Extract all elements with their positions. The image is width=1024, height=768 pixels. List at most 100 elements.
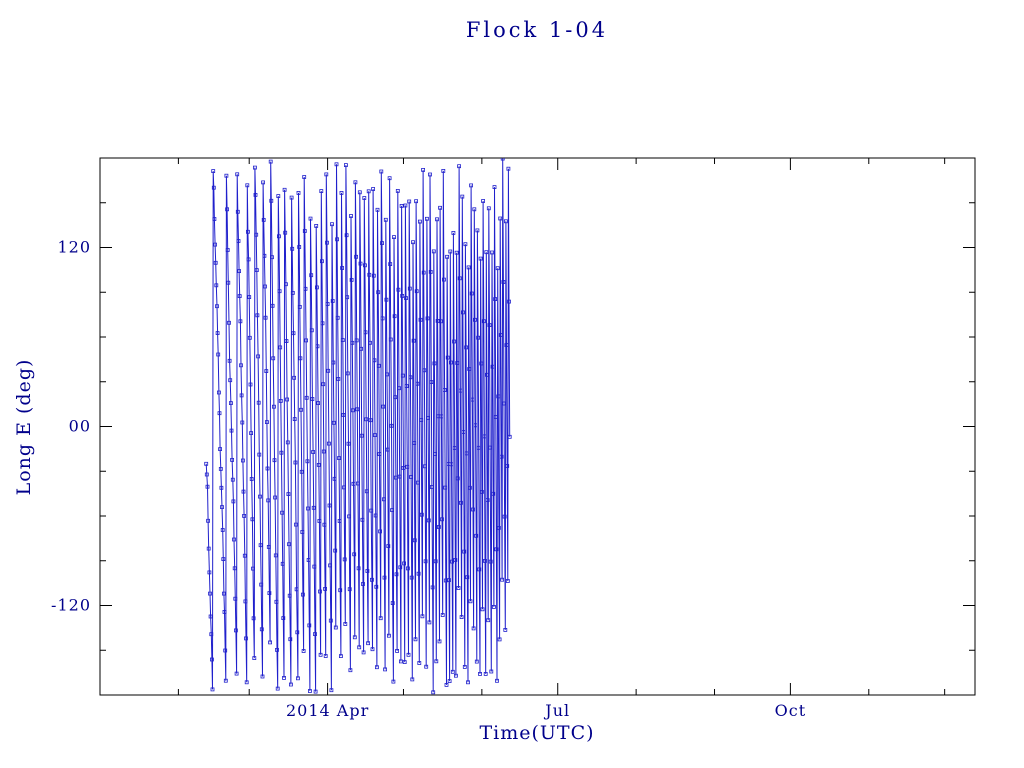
data-point-marker bbox=[354, 254, 359, 259]
data-point-marker bbox=[287, 542, 291, 547]
data-point-marker bbox=[465, 575, 470, 580]
data-point-marker bbox=[300, 530, 305, 534]
data-point-marker bbox=[333, 548, 338, 553]
data-point-marker bbox=[267, 591, 272, 595]
data-point-marker bbox=[388, 262, 393, 267]
data-point-marker bbox=[318, 652, 323, 657]
data-point-marker bbox=[232, 566, 237, 571]
data-point-marker bbox=[280, 510, 285, 515]
data-point-marker bbox=[272, 458, 277, 463]
data-point-marker bbox=[347, 514, 352, 519]
data-point-marker bbox=[368, 340, 372, 345]
data-point-marker bbox=[291, 331, 296, 336]
data-point-marker bbox=[371, 187, 376, 191]
data-point-marker bbox=[474, 659, 479, 664]
data-point-marker bbox=[233, 596, 238, 601]
data-point-marker bbox=[273, 495, 278, 500]
data-point-marker bbox=[302, 175, 307, 179]
data-point-marker bbox=[442, 388, 447, 392]
data-point-marker bbox=[383, 667, 388, 672]
data-point-marker bbox=[349, 214, 353, 218]
data-point-marker bbox=[460, 310, 465, 315]
data-point-marker bbox=[223, 678, 228, 683]
data-point-marker bbox=[345, 371, 350, 376]
data-point-marker bbox=[424, 216, 429, 221]
data-point-marker bbox=[491, 605, 496, 609]
data-point-marker bbox=[419, 418, 424, 423]
data-point-marker bbox=[361, 582, 365, 586]
data-point-marker bbox=[428, 269, 433, 274]
data-point-marker bbox=[462, 549, 467, 554]
data-point-marker bbox=[296, 190, 301, 195]
data-point-marker bbox=[356, 566, 361, 571]
data-point-marker bbox=[221, 591, 226, 596]
data-point-marker bbox=[438, 205, 443, 210]
data-point-marker bbox=[452, 339, 456, 344]
data-point-marker bbox=[505, 579, 510, 583]
data-point-marker bbox=[306, 506, 310, 511]
data-point-marker bbox=[458, 388, 463, 393]
data-point-marker bbox=[443, 485, 448, 490]
data-point-marker bbox=[283, 230, 288, 235]
data-point-marker bbox=[343, 622, 348, 626]
data-point-marker bbox=[416, 480, 420, 485]
data-point-marker bbox=[349, 277, 354, 282]
data-point-marker bbox=[411, 338, 416, 343]
data-point-marker bbox=[327, 503, 332, 508]
data-point-marker bbox=[489, 669, 494, 674]
data-point-marker bbox=[490, 364, 495, 369]
data-point-marker bbox=[330, 222, 334, 227]
data-point-marker bbox=[252, 656, 257, 660]
data-point-marker bbox=[496, 394, 501, 399]
data-point-marker bbox=[417, 661, 422, 665]
data-point-marker bbox=[476, 335, 481, 340]
data-point-marker bbox=[212, 217, 217, 221]
data-point-marker bbox=[385, 372, 389, 377]
data-point-marker bbox=[226, 280, 231, 285]
data-point-marker bbox=[466, 265, 471, 270]
data-point-marker bbox=[393, 395, 398, 400]
data-point-marker bbox=[388, 337, 393, 342]
data-point-marker bbox=[248, 382, 253, 387]
data-point-marker bbox=[244, 636, 248, 641]
data-point-marker bbox=[407, 199, 412, 204]
data-point-marker bbox=[211, 169, 216, 174]
data-point-marker bbox=[444, 683, 449, 687]
data-point-marker bbox=[258, 494, 262, 499]
data-point-marker bbox=[340, 266, 345, 270]
data-point-marker bbox=[401, 465, 406, 470]
data-point-marker bbox=[279, 450, 284, 455]
data-point-marker bbox=[409, 575, 414, 580]
data-point-marker bbox=[313, 632, 317, 636]
data-point-marker bbox=[374, 584, 379, 589]
data-point-marker bbox=[420, 614, 425, 619]
data-point-marker bbox=[498, 333, 503, 337]
data-point-marker bbox=[495, 678, 499, 683]
data-point-marker bbox=[337, 456, 341, 461]
data-point-marker bbox=[494, 547, 499, 552]
data-point-marker bbox=[335, 237, 340, 242]
data-point-marker bbox=[323, 654, 328, 658]
data-point-marker bbox=[297, 304, 302, 309]
data-point-marker bbox=[214, 283, 219, 288]
data-point-marker bbox=[450, 669, 455, 674]
data-point-marker bbox=[346, 441, 351, 446]
data-point-marker bbox=[235, 172, 240, 177]
data-point-marker bbox=[218, 466, 223, 471]
data-point-marker bbox=[282, 676, 286, 680]
data-point-marker bbox=[364, 489, 369, 494]
data-point-marker bbox=[363, 330, 368, 335]
data-point-marker bbox=[266, 545, 271, 549]
data-point-marker bbox=[477, 567, 482, 572]
data-point-marker bbox=[259, 582, 264, 587]
data-point-marker bbox=[373, 513, 378, 518]
data-point-marker bbox=[264, 420, 269, 425]
data-point-marker bbox=[278, 345, 283, 350]
data-point-marker bbox=[254, 232, 259, 237]
data-point-marker bbox=[245, 183, 250, 188]
data-point-marker bbox=[228, 378, 233, 383]
data-point-marker bbox=[355, 481, 360, 486]
data-point-marker bbox=[396, 287, 401, 292]
data-point-marker bbox=[389, 423, 394, 428]
data-point-marker bbox=[447, 679, 452, 683]
